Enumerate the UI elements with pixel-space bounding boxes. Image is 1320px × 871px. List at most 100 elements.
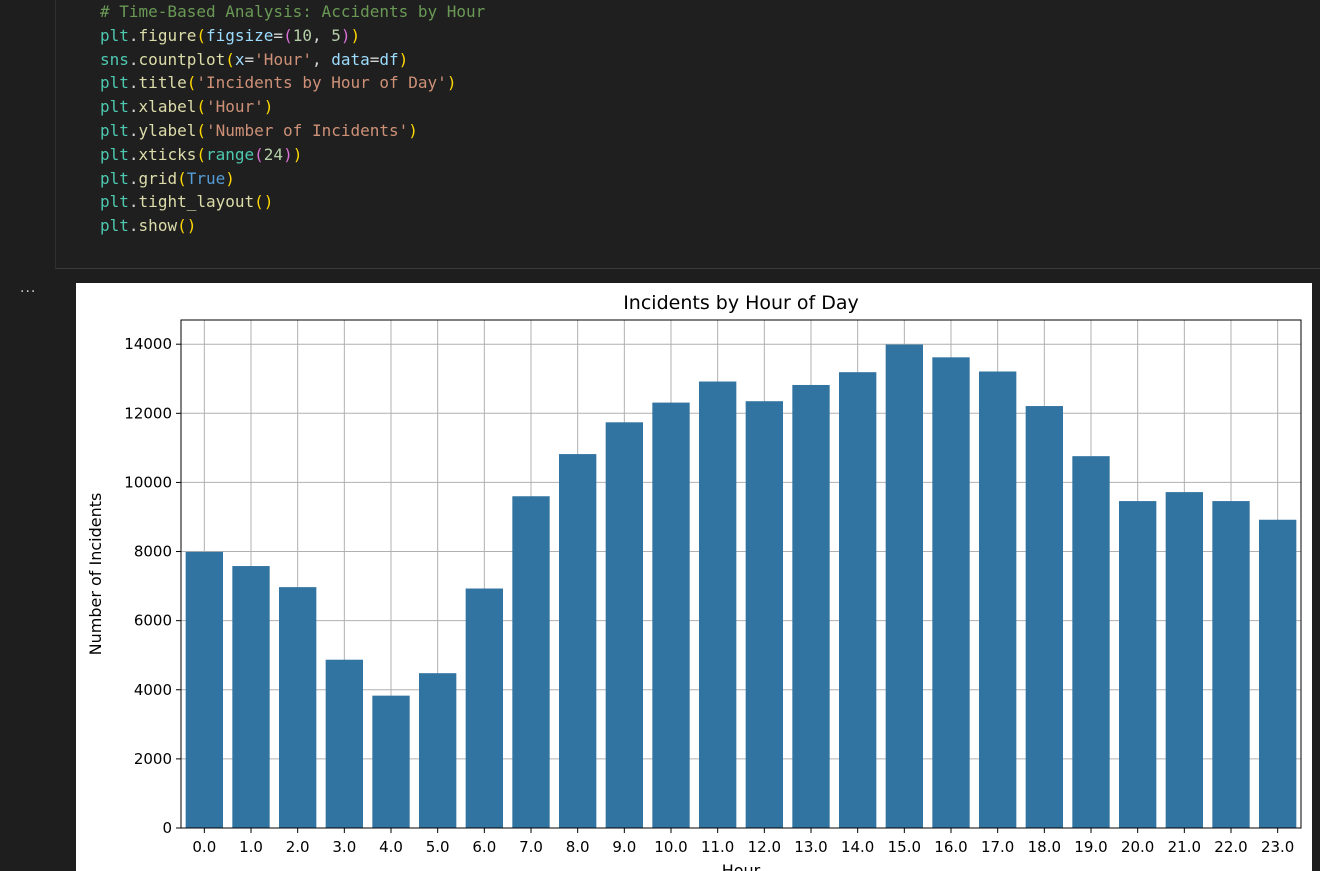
bar xyxy=(1259,519,1297,828)
code-token: data xyxy=(331,49,370,69)
x-tick-label: 2.0 xyxy=(286,838,310,856)
code-line[interactable]: sns.countplot(x='Hour', data=df) xyxy=(100,48,485,72)
code-token: show xyxy=(138,216,178,236)
code-token: ( xyxy=(196,25,206,45)
y-tick-label: 0 xyxy=(162,819,172,837)
output-menu-icon[interactable]: ... xyxy=(20,280,37,296)
code-token: plt xyxy=(100,120,129,140)
code-token: plt xyxy=(100,144,129,164)
bar xyxy=(1072,456,1110,828)
bar xyxy=(1119,501,1157,828)
code-token: , xyxy=(311,25,332,45)
code-token: ) xyxy=(398,49,409,69)
code-token: tight_layout xyxy=(138,192,255,212)
y-tick-label: 8000 xyxy=(134,543,172,561)
bar xyxy=(605,422,643,828)
code-token: plt xyxy=(100,73,129,93)
code-line[interactable]: plt.ylabel('Number of Incidents') xyxy=(100,119,485,143)
code-token: . xyxy=(128,73,139,93)
x-tick-label: 11.0 xyxy=(701,838,734,856)
code-token: () xyxy=(254,192,274,212)
x-tick-label: 19.0 xyxy=(1074,838,1107,856)
code-editor[interactable]: # Time-Based Analysis: Accidents by Hour… xyxy=(100,0,485,238)
code-token: = xyxy=(244,49,255,69)
x-tick-label: 14.0 xyxy=(841,838,874,856)
x-tick-label: 9.0 xyxy=(612,838,636,856)
code-token: xticks xyxy=(138,144,197,164)
code-token: plt xyxy=(100,25,129,45)
x-tick-label: 4.0 xyxy=(379,838,403,856)
y-tick-label: 2000 xyxy=(134,750,172,768)
code-token: 'Hour' xyxy=(254,49,312,69)
code-token: ) xyxy=(446,73,457,93)
x-tick-label: 21.0 xyxy=(1168,838,1201,856)
code-token: figsize xyxy=(205,25,274,45)
bar xyxy=(1025,406,1063,828)
bar xyxy=(559,454,597,828)
code-token: range xyxy=(205,144,255,164)
cell-output: 0 2000 4000 6000 8000 10000 12000 14000 0.0 1.0 2.… xyxy=(76,283,1312,871)
code-token: title xyxy=(138,73,187,93)
code-token: countplot xyxy=(138,49,226,69)
x-axis-label: Hour xyxy=(722,861,761,871)
code-line[interactable]: plt.figure(figsize=(10, 5)) xyxy=(100,24,485,48)
code-line[interactable]: # Time-Based Analysis: Accidents by Hour xyxy=(100,0,485,24)
code-token: plt xyxy=(100,192,129,212)
code-token: 'Number of Incidents' xyxy=(205,120,409,140)
code-token: ( xyxy=(225,49,235,69)
code-token: ( xyxy=(254,144,264,164)
bar xyxy=(745,401,783,828)
y-tick-label: 14000 xyxy=(124,335,172,353)
code-token: 24 xyxy=(263,144,284,164)
x-tick-label: 1.0 xyxy=(239,838,263,856)
code-token: 'Hour' xyxy=(205,97,264,117)
x-tick-label: 10.0 xyxy=(654,838,687,856)
code-token: . xyxy=(128,192,139,212)
code-cell[interactable]: # Time-Based Analysis: Accidents by Hour… xyxy=(55,0,1320,269)
bar xyxy=(652,402,690,828)
bar xyxy=(979,371,1017,828)
x-tick-label: 18.0 xyxy=(1028,838,1061,856)
x-tick-label: 12.0 xyxy=(748,838,781,856)
bar xyxy=(419,673,457,828)
code-token: xlabel xyxy=(138,97,197,117)
code-token: figure xyxy=(138,25,197,45)
code-token: , xyxy=(311,49,332,69)
code-token: df xyxy=(379,49,399,69)
y-tick-label: 12000 xyxy=(124,404,172,422)
code-token: = xyxy=(369,49,380,69)
code-line[interactable]: plt.grid(True) xyxy=(100,167,485,191)
code-token: sns xyxy=(100,49,129,69)
code-line[interactable]: plt.title('Incidents by Hour of Day') xyxy=(100,71,485,95)
code-line[interactable]: plt.xlabel('Hour') xyxy=(100,95,485,119)
code-token: ) xyxy=(340,25,351,45)
axes-frame xyxy=(180,319,1302,829)
code-token: ) xyxy=(292,144,303,164)
x-tick-label: 20.0 xyxy=(1121,838,1154,856)
code-token: . xyxy=(128,97,139,117)
chart-title: Incidents by Hour of Day xyxy=(623,292,859,314)
code-token: 'Incidents by Hour of Day' xyxy=(196,73,447,93)
code-line[interactable]: plt.xticks(range(24)) xyxy=(100,143,485,167)
code-token: ) xyxy=(350,25,361,45)
code-token: plt xyxy=(100,216,129,236)
x-tick-label: 13.0 xyxy=(794,838,827,856)
x-tick-label: 7.0 xyxy=(519,838,543,856)
code-token: 5 xyxy=(331,25,341,45)
code-token: plt xyxy=(100,97,129,117)
code-line[interactable]: plt.show() xyxy=(100,214,485,238)
x-tick-label: 0.0 xyxy=(192,838,216,856)
x-tick-label: 3.0 xyxy=(332,838,356,856)
code-token: ( xyxy=(196,120,206,140)
code-line[interactable]: plt.tight_layout() xyxy=(100,190,485,214)
code-token: 10 xyxy=(292,25,312,45)
code-token: ) xyxy=(263,97,274,117)
x-tick-label: 6.0 xyxy=(472,838,496,856)
bar xyxy=(465,588,503,828)
bar xyxy=(185,551,223,828)
code-token: . xyxy=(128,25,139,45)
code-token: ylabel xyxy=(138,120,197,140)
code-token: . xyxy=(128,49,139,69)
y-axis-label: Number of Incidents xyxy=(86,493,105,656)
y-tick-label: 4000 xyxy=(134,681,172,699)
